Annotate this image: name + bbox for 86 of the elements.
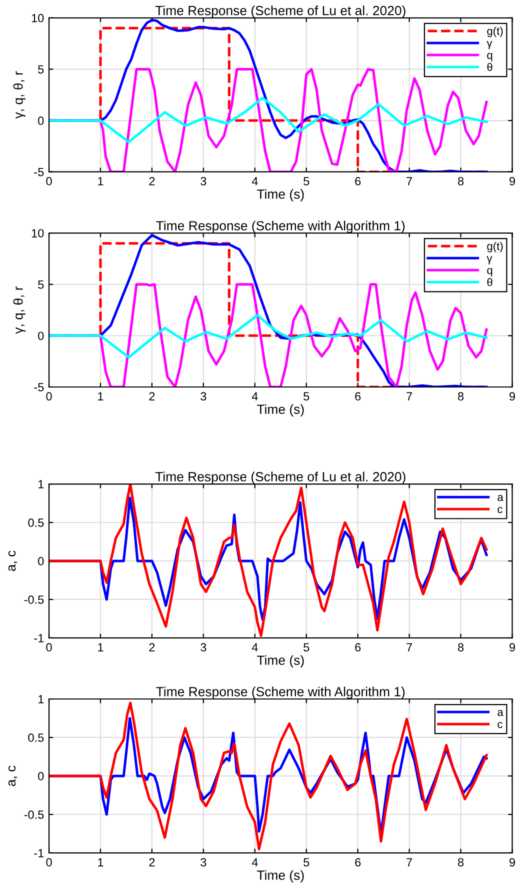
- x-tick-label: 6: [355, 643, 361, 652]
- y-tick-label: 10: [32, 229, 44, 238]
- x-tick-label: 9: [510, 177, 515, 186]
- y-axis-title: γ, q, θ, r: [13, 71, 26, 119]
- legend-label: q: [487, 52, 492, 62]
- legend-label: c: [498, 507, 502, 514]
- x-tick-label: 5: [304, 392, 310, 401]
- x-tick-label: 6: [355, 177, 361, 186]
- x-tick-label: 2: [149, 392, 155, 400]
- y-tick-label: -0.5: [24, 596, 44, 604]
- x-tick-label: 1: [98, 177, 104, 186]
- x-tick-label: 3: [200, 858, 206, 866]
- x-tick-label: 3: [200, 177, 206, 186]
- line-series: [49, 484, 488, 637]
- x-axis-title: Time (s): [256, 404, 304, 417]
- chart-title: Time Response (Scheme with Algorithm 1): [156, 686, 405, 699]
- x-tick-label: 0: [46, 643, 52, 652]
- y-tick-label: 5: [38, 65, 44, 74]
- x-tick-label: 2: [149, 643, 155, 652]
- legend-label: a: [498, 494, 504, 502]
- x-axis-title: Time (s): [256, 655, 304, 668]
- x-tick-label: 4: [252, 643, 258, 652]
- y-tick-label: -0.5: [24, 810, 44, 819]
- y-tick-label: -5: [34, 383, 44, 392]
- x-tick-label: 0: [46, 392, 52, 401]
- legend-label: g(t): [487, 26, 503, 38]
- x-tick-label: 2: [149, 177, 155, 186]
- x-tick-label: 0: [46, 858, 52, 866]
- legend-label: γ: [486, 256, 492, 264]
- y-tick-label: 0.5: [28, 734, 44, 742]
- legend-label: θ: [487, 278, 492, 286]
- x-axis-title: Time (s): [256, 870, 304, 882]
- x-tick-label: 5: [304, 858, 310, 866]
- y-tick-label: 0: [38, 557, 44, 566]
- x-tick-label: 5: [304, 177, 310, 186]
- x-tick-label: 9: [510, 643, 515, 652]
- legend-label: c: [498, 722, 502, 728]
- legend-label: γ: [486, 40, 492, 50]
- line-series: [49, 702, 488, 850]
- x-tick-label: 7: [406, 643, 412, 652]
- x-tick-label: 4: [252, 858, 258, 866]
- y-tick-label: 5: [38, 280, 44, 289]
- x-tick-label: 8: [458, 177, 464, 186]
- chart-title: Time Response (Scheme of Lu et al. 2020): [155, 472, 406, 484]
- x-tick-label: 3: [200, 392, 206, 401]
- chart-title: Time Response (Scheme with Algorithm 1): [156, 220, 405, 234]
- chart-title: Time Response (Scheme of Lu et al. 2020): [155, 6, 406, 18]
- x-tick-label: 5: [304, 643, 310, 652]
- x-tick-label: 8: [458, 643, 464, 652]
- legend-label: θ: [487, 62, 492, 72]
- y-tick-label: 1: [38, 695, 44, 704]
- line-series: [49, 96, 488, 144]
- y-axis-title: a, c: [8, 550, 18, 572]
- y-tick-label: 0.5: [28, 518, 44, 527]
- y-axis-title: a, c: [8, 766, 18, 786]
- x-tick-label: 7: [406, 177, 412, 186]
- x-tick-label: 3: [200, 643, 206, 652]
- y-tick-label: 0: [38, 116, 44, 125]
- x-tick-label: 1: [98, 643, 104, 652]
- x-tick-label: 7: [406, 392, 412, 400]
- y-tick-label: -1: [34, 634, 44, 642]
- y-tick-label: 10: [32, 14, 44, 22]
- y-tick-label: 0: [38, 332, 44, 340]
- x-tick-label: 7: [406, 858, 412, 866]
- y-tick-label: 1: [38, 480, 44, 488]
- y-axis-title: γ, q, θ, r: [13, 286, 26, 334]
- x-tick-label: 9: [510, 858, 515, 866]
- x-tick-label: 8: [458, 858, 464, 866]
- legend-label: g(t): [487, 242, 503, 252]
- x-tick-label: 6: [355, 392, 361, 401]
- x-tick-label: 1: [98, 858, 104, 866]
- legend-label: a: [498, 710, 504, 716]
- y-tick-label: -5: [34, 168, 44, 176]
- y-tick-label: -1: [34, 849, 44, 858]
- x-tick-label: 4: [252, 392, 258, 400]
- legend-label: q: [487, 268, 492, 276]
- x-tick-label: 8: [458, 392, 464, 401]
- x-tick-label: 9: [510, 392, 515, 401]
- x-tick-label: 2: [149, 858, 155, 866]
- y-tick-label: 0: [38, 772, 44, 780]
- line-series: [49, 314, 488, 358]
- x-tick-label: 6: [355, 858, 361, 866]
- x-tick-label: 1: [98, 392, 104, 400]
- x-axis-title: Time (s): [256, 189, 304, 202]
- x-tick-label: 4: [252, 177, 258, 186]
- x-tick-label: 0: [46, 177, 52, 186]
